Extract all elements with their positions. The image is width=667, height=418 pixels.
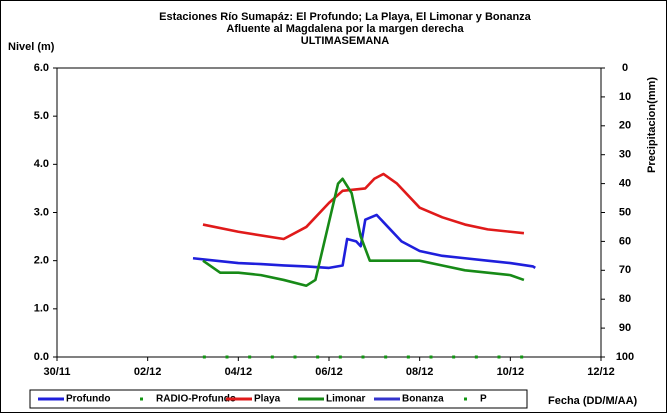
x-tick-label: 08/12 [406, 366, 434, 378]
series-line [192, 213, 536, 270]
x-tick-label: 12/12 [587, 366, 615, 378]
chart-subtitle: Afluente al Magdalena por la margen dere… [226, 23, 464, 35]
series-line [202, 177, 525, 288]
y2-tick-label: 50 [619, 206, 631, 218]
data-point [452, 355, 456, 359]
data-point [248, 355, 252, 359]
y-tick-label: 4.0 [34, 158, 49, 170]
y2-tick-label: 40 [619, 178, 631, 190]
legend-label: Limonar [326, 394, 366, 405]
y2-tick-label: 80 [619, 293, 631, 305]
y-tick-label: 2.0 [34, 255, 49, 267]
y2-tick-label: 60 [619, 235, 631, 247]
data-point [406, 355, 410, 359]
data-point [270, 355, 274, 359]
data-point [497, 355, 501, 359]
legend-box [29, 389, 528, 409]
legend-label: Profundo [66, 394, 110, 405]
y-tick-label: 0.0 [34, 351, 49, 363]
y-tick-label: 3.0 [34, 206, 49, 218]
data-point [225, 355, 229, 359]
legend-label: P [480, 394, 487, 405]
y2-tick-label: 30 [619, 149, 631, 161]
legend-label: RADIO-Profundo [156, 394, 236, 405]
y2-tick-label: 90 [619, 322, 631, 334]
x-tick-label: 02/12 [134, 366, 162, 378]
legend-label: Playa [254, 394, 281, 405]
y-tick-label: 5.0 [34, 110, 49, 122]
x-tick-label: 10/12 [497, 366, 525, 378]
x-tick-label: 04/12 [225, 366, 253, 378]
data-point [202, 355, 206, 359]
data-point [293, 355, 297, 359]
series-line [202, 172, 525, 241]
chart-title: Estaciones Río Sumapáz: El Profundo; La … [159, 11, 532, 23]
y2-tick-label: 70 [619, 264, 631, 276]
data-point [429, 355, 433, 359]
data-point [474, 355, 478, 359]
legend-marker [464, 397, 467, 401]
y-tick-label: 1.0 [34, 303, 49, 315]
legend-marker [140, 397, 143, 401]
data-point [361, 355, 365, 359]
y2-tick-label: 0 [622, 62, 628, 74]
x-tick-label: 30/11 [44, 366, 71, 378]
y2-tick-label: 10 [619, 91, 631, 103]
data-point [520, 355, 524, 359]
data-point [384, 355, 388, 359]
y-axis-label: Nivel (m) [8, 41, 55, 53]
y2-axis-label: Precipitacion(mm) [646, 77, 658, 173]
plot-area [56, 67, 602, 358]
y-tick-label: 6.0 [34, 62, 49, 74]
y2-tick-label: 100 [616, 351, 634, 363]
chart-subtitle: ULTIMASEMANA [301, 35, 389, 47]
data-point [316, 355, 320, 359]
x-tick-label: 06/12 [315, 366, 343, 378]
data-point [338, 355, 342, 359]
x-axis-label: Fecha (DD/M/AA) [548, 395, 638, 407]
y2-tick-label: 20 [619, 120, 631, 132]
legend-label: Bonanza [402, 394, 444, 405]
